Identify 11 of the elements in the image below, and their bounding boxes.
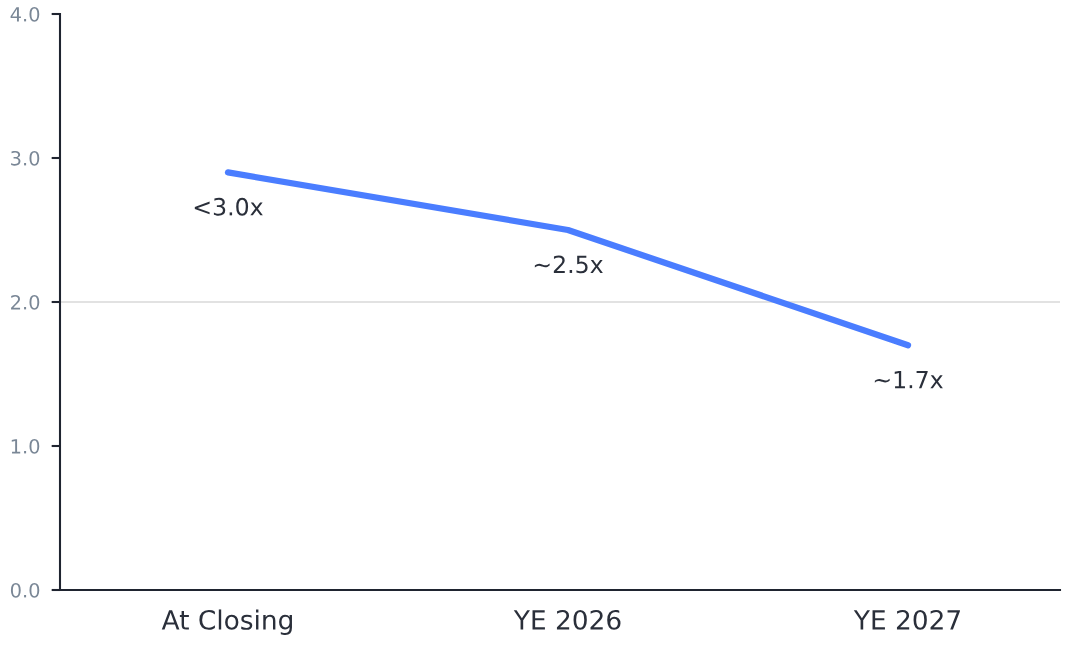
- y-tick-label: 3.0: [11, 150, 40, 166]
- x-tick-label: YE 2027: [853, 609, 960, 630]
- y-tick-label: 2.0: [11, 294, 40, 310]
- data-label: ~2.5x: [534, 255, 603, 274]
- y-tick-label: 0.0: [10, 582, 40, 598]
- data-label: <3.0x: [194, 197, 263, 216]
- x-tick-label: YE 2026: [513, 609, 621, 630]
- y-tick-label: 1.0: [11, 438, 40, 454]
- x-tick-label: At Closing: [161, 609, 292, 635]
- y-tick-label: 4.0: [10, 6, 40, 22]
- data-label: ~1.7x: [874, 370, 943, 389]
